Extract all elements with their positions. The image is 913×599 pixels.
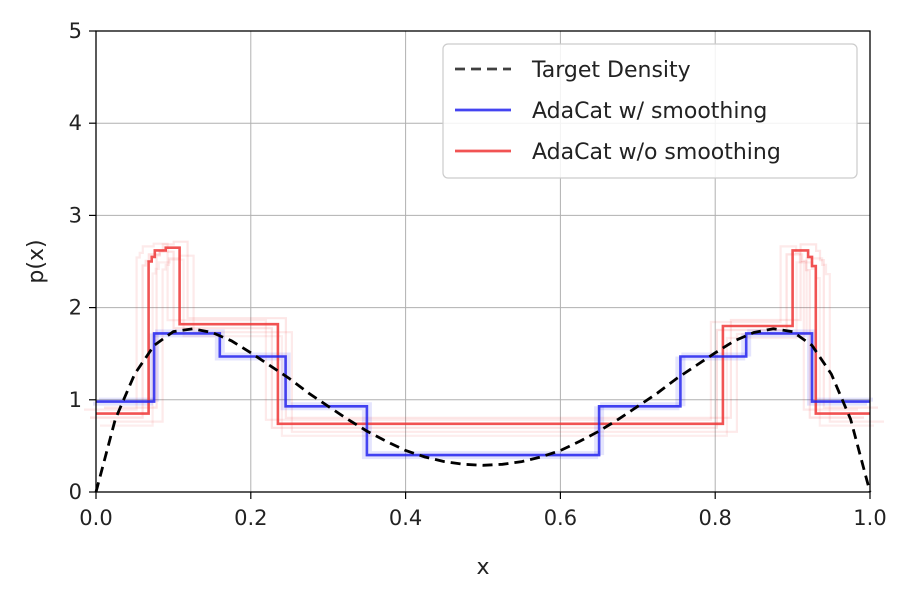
legend-box [442,43,858,179]
y-tick-label: 0 [69,480,82,504]
x-tick-label: 0.8 [698,506,731,530]
legend-label: Target Density [531,58,691,83]
y-tick-label: 4 [69,111,82,135]
x-tick-label: 0.4 [389,506,422,530]
legend-label: AdaCat w/o smoothing [532,140,781,165]
y-tick-label: 3 [69,203,82,227]
series-line-1 [96,332,870,457]
faint-trace-red [90,250,864,429]
y-tick-label: 2 [69,296,82,320]
x-axis-label: x [476,555,489,580]
series-line-0 [94,327,872,493]
x-tick-label: 0.6 [544,506,577,530]
faint-trace-red [84,242,858,421]
legend: Target Density AdaCat w/ smoothing AdaCat … [442,43,858,179]
x-tick-label: 0.0 [79,506,112,530]
x-tick-label: 0.2 [234,506,267,530]
y-axis-label: p(x) [24,239,49,283]
series-line-2 [96,246,870,426]
series-lines [94,246,872,493]
y-tick-label: 1 [69,388,82,412]
faint-trace-red [110,254,884,433]
faint-trace-blue [93,333,867,460]
legend-label: AdaCat w/ smoothing [532,99,767,124]
plot-frame [95,30,871,493]
x-tick-label: 1.0 [853,506,886,530]
axis-ticks: 0.0 0.2 0.4 0.6 0.8 1.0 0 1 2 3 4 5 [69,19,887,530]
y-tick-label: 5 [69,19,82,43]
